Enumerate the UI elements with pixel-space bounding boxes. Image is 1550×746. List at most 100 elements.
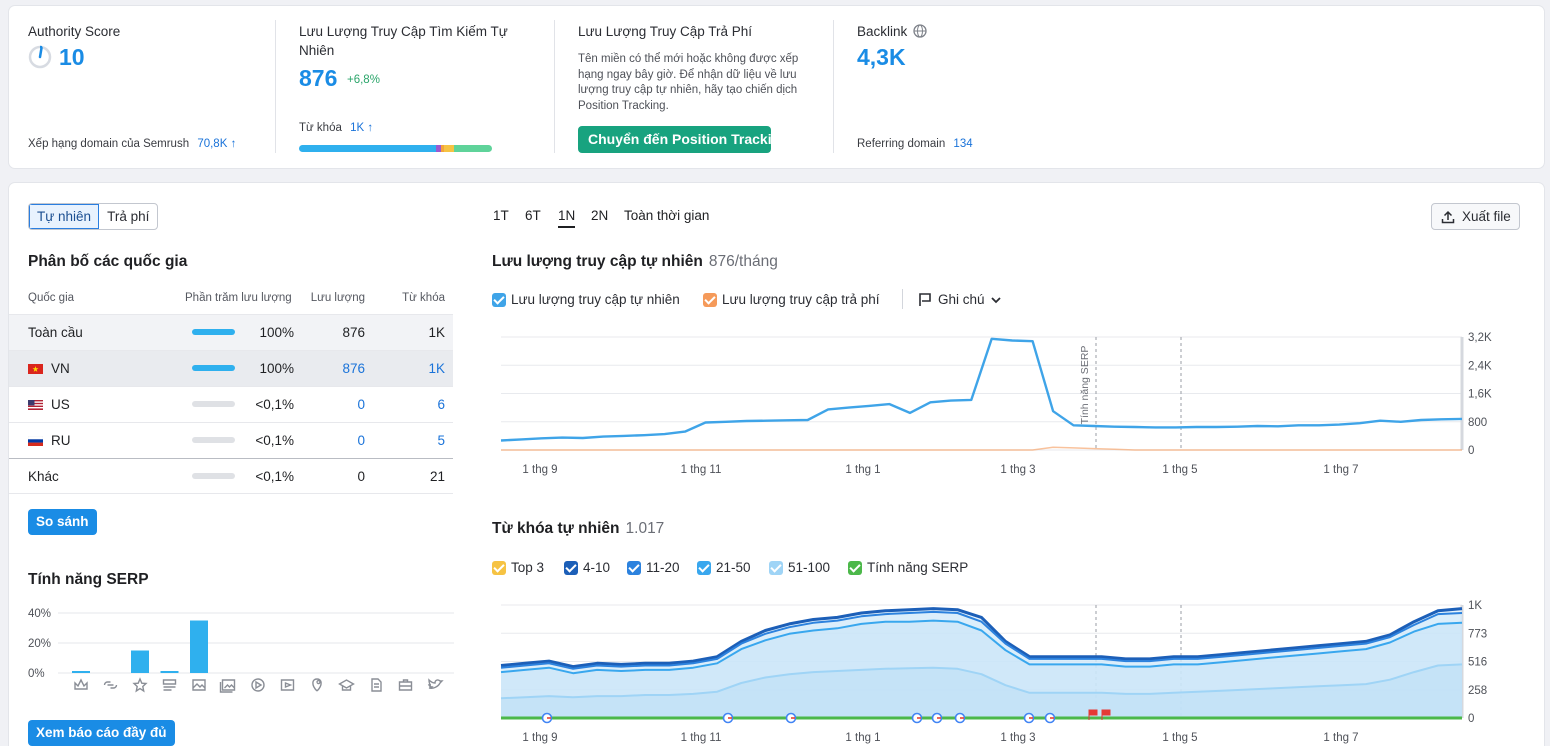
share-bar xyxy=(192,365,235,371)
backlink-value[interactable]: 4,3K xyxy=(857,44,906,70)
export-button-label: Xuất file xyxy=(1462,209,1511,224)
kw-21-50-line[interactable] xyxy=(500,619,1463,675)
share-value: <0,1% xyxy=(255,433,294,448)
keywords-value[interactable]: 5 xyxy=(437,433,445,448)
keywords-value[interactable]: 6 xyxy=(437,397,445,412)
legend-top3[interactable]: Top 3 xyxy=(492,560,544,575)
play-icon[interactable] xyxy=(280,679,295,691)
table-row[interactable]: Toàn cầu 100% 876 1K xyxy=(9,314,453,350)
google-update-icon[interactable] xyxy=(911,712,923,724)
serp-bar[interactable] xyxy=(160,671,179,673)
x-tick-label: 1 thg 5 xyxy=(1162,732,1197,744)
keywords-up-arrow-icon: ↑ xyxy=(367,122,374,134)
checkbox-4-10[interactable] xyxy=(564,560,578,575)
list-icon[interactable] xyxy=(162,679,177,691)
keywords-value: 1K xyxy=(428,325,445,340)
red-flag-icon[interactable] xyxy=(1101,709,1111,720)
serp-bar[interactable] xyxy=(72,671,90,673)
notes-dropdown[interactable]: Ghi chú xyxy=(918,292,1002,307)
position-tracking-button[interactable]: Chuyển đến Position Tracking xyxy=(578,126,771,153)
traffic-value[interactable]: 876 xyxy=(342,361,365,376)
checkbox-serp-features[interactable] xyxy=(848,560,862,575)
legend-organic-traffic[interactable]: Lưu lượng truy cập tự nhiên xyxy=(492,292,680,307)
location-pin-icon[interactable] xyxy=(312,678,322,692)
col-share[interactable]: Phần trăm lưu lượng xyxy=(185,292,292,304)
kw-4-10-line[interactable] xyxy=(500,607,1463,669)
bar-segment-top3 xyxy=(444,145,454,152)
graduation-cap-icon[interactable] xyxy=(338,679,355,691)
organic-traffic-line[interactable] xyxy=(500,337,1463,442)
period-2n[interactable]: 2N xyxy=(591,208,609,223)
image-icon[interactable] xyxy=(192,679,206,691)
period-all-time[interactable]: Toàn thời gian xyxy=(624,208,710,223)
crown-icon[interactable] xyxy=(74,678,88,690)
google-update-icon[interactable] xyxy=(931,712,943,724)
kw-11-20-line[interactable] xyxy=(500,610,1463,670)
twitter-icon[interactable] xyxy=(427,678,444,689)
checkbox-11-20[interactable] xyxy=(627,560,641,575)
video-icon[interactable] xyxy=(251,678,265,692)
checkbox-top3[interactable] xyxy=(492,560,506,575)
export-button[interactable]: Xuất file xyxy=(1431,203,1520,230)
summary-card: Authority Score 10 Xếp hạng domain của S… xyxy=(9,6,1544,168)
chevron-down-icon xyxy=(990,296,1001,303)
table-row[interactable]: VN 100% 876 1K xyxy=(9,350,453,386)
checkbox-organic[interactable] xyxy=(492,292,506,307)
document-icon[interactable] xyxy=(371,678,382,692)
legend-21-50[interactable]: 21-50 xyxy=(697,560,751,575)
col-traffic[interactable]: Lưu lượng xyxy=(310,292,365,304)
legend-51-100-label: 51-100 xyxy=(788,560,831,575)
legend-paid-traffic[interactable]: Lưu lượng truy cập trả phí xyxy=(703,292,880,307)
full-report-button[interactable]: Xem báo cáo đầy đủ xyxy=(28,720,175,746)
col-country[interactable]: Quốc gia xyxy=(28,292,75,304)
x-tick-label: 1 thg 11 xyxy=(681,732,722,744)
x-tick-label: 1 thg 11 xyxy=(681,464,722,476)
red-flag-icon[interactable] xyxy=(1088,709,1098,720)
link-icon[interactable] xyxy=(103,681,118,689)
y-tick-label: 1K xyxy=(1468,600,1482,612)
organic-traffic-value[interactable]: 876 xyxy=(299,65,338,91)
x-tick-label: 1 thg 1 xyxy=(845,464,880,476)
checkbox-21-50[interactable] xyxy=(697,560,711,575)
legend-51-100[interactable]: 51-100 xyxy=(769,560,830,575)
traffic-value[interactable]: 0 xyxy=(357,433,365,448)
google-update-icon[interactable] xyxy=(1044,712,1056,724)
paid-traffic-line[interactable] xyxy=(501,446,1462,451)
google-update-icon[interactable] xyxy=(722,712,734,724)
keywords-value[interactable]: 1K xyxy=(428,361,445,376)
organic-traffic-chart: 0 800 1,6K 2,4K 3,2K 1 thg 9 1 thg 11 1 thg 1 1 … xyxy=(500,332,1492,476)
organic-keywords-title: Từ khóa tự nhiên 1.017 xyxy=(492,520,664,538)
y-tick-label: 258 xyxy=(1468,685,1487,697)
legend-serp-features[interactable]: Tính năng SERP xyxy=(848,560,968,575)
table-row[interactable]: US <0,1% 0 6 xyxy=(9,386,453,422)
period-1n[interactable]: 1N xyxy=(558,208,576,228)
kw-51-100-line[interactable] xyxy=(500,663,1463,700)
document-icon-shape xyxy=(371,678,382,692)
semrush-rank-value[interactable]: 70,8K xyxy=(197,138,228,150)
briefcase-icon[interactable] xyxy=(398,679,413,691)
google-update-icon[interactable] xyxy=(1023,712,1035,724)
serp-bar[interactable] xyxy=(190,620,208,674)
period-6t[interactable]: 6T xyxy=(525,208,541,223)
legend-11-20[interactable]: 11-20 xyxy=(627,560,680,575)
col-keywords[interactable]: Từ khóa xyxy=(402,292,445,304)
checkbox-paid[interactable] xyxy=(703,292,717,307)
google-update-icon[interactable] xyxy=(785,712,797,724)
kpi-divider xyxy=(275,20,276,153)
image-gallery-icon[interactable] xyxy=(219,679,236,693)
referring-domains-value[interactable]: 134 xyxy=(953,138,973,150)
table-row[interactable]: RU <0,1% 0 5 xyxy=(9,422,453,458)
tab-organic[interactable]: Tự nhiên xyxy=(29,204,100,229)
period-1t[interactable]: 1T xyxy=(493,208,509,223)
serp-bar[interactable] xyxy=(131,650,149,674)
tab-paid[interactable]: Trả phí xyxy=(107,209,150,224)
checkbox-51-100[interactable] xyxy=(769,560,783,575)
star-icon[interactable] xyxy=(132,677,148,693)
google-update-icon[interactable] xyxy=(954,712,966,724)
legend-4-10[interactable]: 4-10 xyxy=(564,560,610,575)
organic-keywords-value[interactable]: 1K xyxy=(350,122,365,134)
compare-button[interactable]: So sánh xyxy=(28,509,97,535)
traffic-value[interactable]: 0 xyxy=(357,397,365,412)
table-row[interactable]: Khác <0,1% 0 21 xyxy=(9,458,453,494)
google-update-icon[interactable] xyxy=(541,712,553,724)
